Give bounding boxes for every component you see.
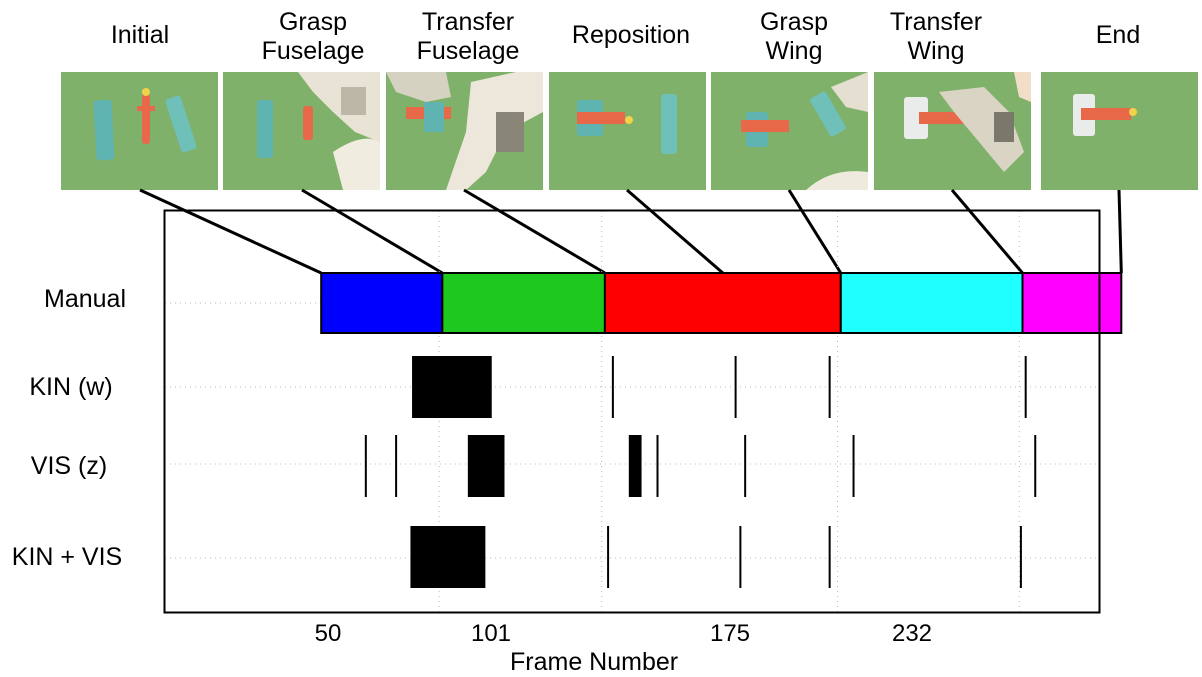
row-label-kin-w: KIN (w) bbox=[29, 373, 113, 401]
stage-label-reposition: Reposition bbox=[571, 21, 691, 49]
thumbnail-transfer-fuselage bbox=[386, 72, 543, 190]
stage-label-transfer-wing: Transfer Wing bbox=[889, 8, 983, 65]
vis-z-block-0 bbox=[467, 435, 505, 497]
thumbnail-transfer-wing bbox=[874, 72, 1031, 190]
x-tick-label-50: 50 bbox=[314, 620, 342, 647]
connector-line-0 bbox=[139, 188, 322, 275]
manual-segment-4 bbox=[1021, 272, 1123, 334]
kin-vis-block-0 bbox=[410, 526, 486, 588]
connector-line-4 bbox=[787, 189, 843, 274]
thumbnail-grasp-fuselage bbox=[223, 72, 380, 190]
thumbnail-reposition bbox=[549, 72, 706, 190]
connector-line-1 bbox=[301, 188, 444, 275]
kin-w-block-0 bbox=[412, 356, 492, 418]
manual-segment-2 bbox=[603, 272, 842, 334]
connector-line-6 bbox=[1117, 189, 1123, 274]
row-label-vis-z: VIS (z) bbox=[30, 452, 108, 480]
vis-z-block-1 bbox=[628, 435, 642, 497]
stage-label-initial: Initial bbox=[110, 21, 170, 49]
thumbnail-end bbox=[1041, 72, 1198, 190]
manual-segment-0 bbox=[320, 272, 444, 334]
thumbnail-initial bbox=[61, 72, 218, 190]
manual-segment-3 bbox=[839, 272, 1024, 334]
x-tick-label-175: 175 bbox=[709, 620, 751, 647]
row-label-kin-vis: KIN + VIS bbox=[11, 543, 123, 571]
stage-label-grasp-wing: Grasp Wing bbox=[759, 8, 829, 65]
row-label-manual: Manual bbox=[44, 285, 126, 313]
stage-label-grasp-fuselage: Grasp Fuselage bbox=[261, 8, 365, 65]
stage-label-transfer-fuselage: Transfer Fuselage bbox=[416, 8, 520, 65]
stage-label-end: End bbox=[1095, 21, 1141, 49]
manual-segment-1 bbox=[441, 272, 606, 334]
plot-frame bbox=[163, 209, 1101, 614]
thumbnail-grasp-wing bbox=[711, 72, 868, 190]
x-axis-label: Frame Number bbox=[510, 648, 679, 676]
connector-line-5 bbox=[950, 189, 1024, 274]
x-tick-label-101: 101 bbox=[470, 620, 512, 647]
connector-line-2 bbox=[463, 188, 606, 275]
connector-line-3 bbox=[626, 188, 724, 275]
x-tick-label-232: 232 bbox=[891, 620, 933, 647]
